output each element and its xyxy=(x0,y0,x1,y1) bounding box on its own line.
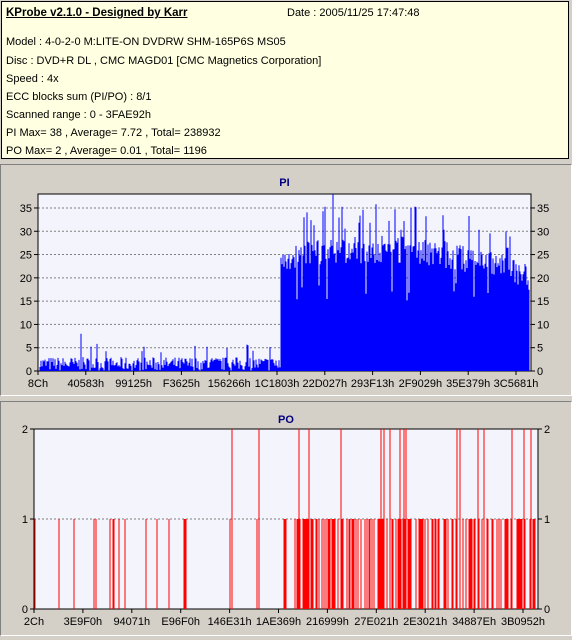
po-xtick-label: 3B0952h xyxy=(501,616,545,628)
app-title: KProbe v2.1.0 - Designed by Karr xyxy=(6,7,188,19)
pi-xtick-label: 22D027h xyxy=(302,378,347,390)
scan-date: Date : 2005/11/25 17:47:48 xyxy=(287,7,420,19)
pi-xtick-label: 3C5681h xyxy=(494,378,539,390)
info-ecc-blocks: ECC blocks sum (PI/PO) : 8/1 xyxy=(6,91,152,103)
pi-ytick-label: 35 xyxy=(20,203,32,215)
pi-ytick-label: 15 xyxy=(537,296,549,308)
pi-ytick-label: 15 xyxy=(20,296,32,308)
pi-xtick-label: 35E379h xyxy=(446,378,490,390)
pi-ytick-label: 25 xyxy=(537,250,549,262)
info-po-stats: PO Max= 2 , Average= 0.01 , Total= 1196 xyxy=(6,145,207,157)
pi-ytick-label: 30 xyxy=(537,226,549,238)
pi-ytick-label: 0 xyxy=(26,366,32,378)
info-speed: Speed : 4x xyxy=(6,73,59,85)
info-model: Model : 4-0-2-0 M:LITE-ON DVDRW SHM-165P… xyxy=(6,36,286,48)
po-xtick-label: 3E9F0h xyxy=(64,616,103,628)
po-xtick-label: E96F0h xyxy=(161,616,200,628)
pi-ytick-label: 10 xyxy=(537,319,549,331)
po-ytick-label: 0 xyxy=(544,604,550,616)
po-chart-panel: PO 0 0 1 1 2 2 2Ch 3E9F0h 94071h E96F0h 146E31h 1AE3… xyxy=(0,401,572,636)
pi-xtick-label: F3625h xyxy=(163,378,200,390)
pi-ytick-label: 35 xyxy=(537,203,549,215)
pi-ytick-label: 5 xyxy=(537,343,543,355)
po-xtick-label: 34887Eh xyxy=(452,616,496,628)
po-xtick-label: 27E021h xyxy=(354,616,398,628)
pi-ytick-label: 5 xyxy=(26,343,32,355)
pi-xtick-label: 156266h xyxy=(208,378,251,390)
po-xtick-label: 2Ch xyxy=(24,616,44,628)
po-bars xyxy=(34,429,536,609)
info-pi-stats: PI Max= 38 , Average= 7.72 , Total= 2389… xyxy=(6,127,221,139)
po-xtick-label: 146E31h xyxy=(208,616,252,628)
po-ytick-label: 2 xyxy=(544,424,550,436)
po-ytick-label: 1 xyxy=(544,514,550,526)
pi-xtick-label: 99125h xyxy=(115,378,152,390)
pi-xtick-label: 2F9029h xyxy=(399,378,442,390)
po-xtick-label: 1AE369h xyxy=(256,616,301,628)
pi-xtick-label: 293F13h xyxy=(351,378,394,390)
po-chart: PO 0 0 1 1 2 2 2Ch 3E9F0h 94071h E96F0h 146E31h 1AE3… xyxy=(22,414,550,628)
po-ytick-label: 1 xyxy=(22,514,28,526)
pi-ytick-label: 20 xyxy=(537,273,549,285)
po-xtick-label: 94071h xyxy=(113,616,150,628)
pi-ytick-label: 30 xyxy=(20,226,32,238)
disc-info-panel: KProbe v2.1.0 - Designed by Karr Date : … xyxy=(1,1,569,159)
pi-xtick-label: 40583h xyxy=(67,378,104,390)
pi-chart: PI 0 0 5 5 10 10 15 15 20 20 25 25 30 30 35 35 8Ch 40583h 9… xyxy=(20,177,550,390)
pi-ytick-label: 25 xyxy=(20,250,32,262)
po-ytick-label: 2 xyxy=(22,424,28,436)
po-xtick-label: 2E3021h xyxy=(403,616,447,628)
pi-chart-title: PI xyxy=(279,177,289,189)
pi-ytick-label: 0 xyxy=(537,366,543,378)
info-disc: Disc : DVD+R DL , CMC MAGD01 [CMC Magnet… xyxy=(6,55,322,67)
po-chart-title: PO xyxy=(278,414,294,426)
po-ytick-label: 0 xyxy=(22,604,28,616)
pi-ytick-label: 20 xyxy=(20,273,32,285)
pi-chart-panel: PI 0 0 5 5 10 10 15 15 20 20 25 25 30 30 35 35 8Ch 40583h 9… xyxy=(0,164,572,396)
pi-ytick-label: 10 xyxy=(20,319,32,331)
info-scanned-range: Scanned range : 0 - 3FAE92h xyxy=(6,109,151,121)
pi-bars xyxy=(39,194,530,371)
pi-xtick-label: 1C1803h xyxy=(255,378,300,390)
pi-xtick-label: 8Ch xyxy=(28,378,48,390)
po-xtick-label: 216999h xyxy=(306,616,349,628)
